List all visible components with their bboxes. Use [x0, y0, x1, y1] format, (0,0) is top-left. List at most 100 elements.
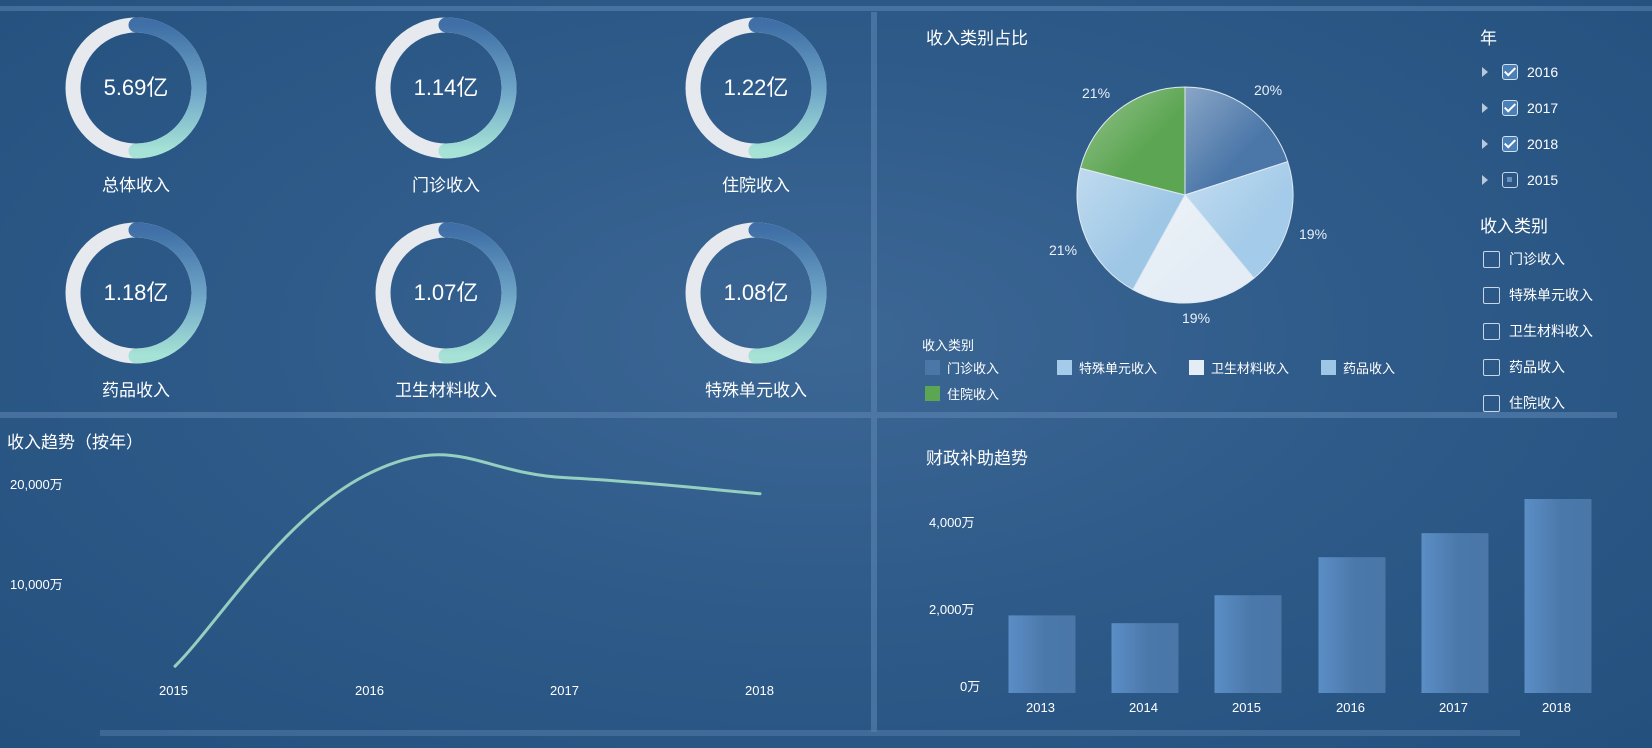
expand-icon[interactable] — [1482, 103, 1488, 113]
legend-swatch — [1321, 360, 1336, 375]
checkbox-icon[interactable] — [1483, 394, 1500, 412]
kpi-total-income: 5.69亿 总体收入 — [36, 16, 236, 206]
horizontal-divider-left — [0, 412, 871, 418]
kpi-ring — [375, 17, 517, 159]
kpi-material-income: 1.07亿 卫生材料收入 — [346, 221, 546, 411]
kpi-label: 门诊收入 — [412, 176, 480, 195]
pie-label-outpatient: 20% — [1254, 82, 1283, 98]
line-y-tick: 20,000万 — [10, 477, 63, 492]
expand-icon[interactable] — [1482, 175, 1488, 185]
legend-item-special[interactable]: 特殊单元收入 — [1057, 358, 1157, 377]
pie-label-inpatient: 21% — [1082, 85, 1111, 101]
kpi-ring — [65, 222, 207, 364]
pie-slice-sheen — [1185, 161, 1293, 279]
category-label: 门诊收入 — [1509, 251, 1565, 267]
kpi-value: 1.14亿 — [413, 75, 479, 100]
bar-x-tick: 2016 — [1336, 700, 1365, 715]
kpi-label: 特殊单元收入 — [705, 381, 807, 400]
line-x-tick: 2015 — [159, 683, 188, 698]
checkbox-partial-icon[interactable] — [1502, 172, 1518, 188]
expand-icon[interactable] — [1482, 139, 1488, 149]
kpi-label: 住院收入 — [722, 176, 790, 195]
legend-swatch — [925, 360, 940, 375]
kpi-label: 药品收入 — [102, 381, 170, 400]
kpi-ring — [375, 222, 517, 364]
year-option-2015[interactable]: 2015 — [1482, 170, 1558, 190]
category-option-material[interactable]: 卫生材料收入 — [1483, 321, 1593, 341]
checkbox-icon[interactable] — [1483, 286, 1500, 304]
bar-2018[interactable] — [1524, 499, 1592, 693]
pie-label-drug: 21% — [1049, 242, 1078, 258]
bar-2016[interactable] — [1318, 557, 1386, 693]
bar-x-tick: 2013 — [1026, 700, 1055, 715]
category-option-drug[interactable]: 药品收入 — [1483, 357, 1565, 377]
legend-item-drug[interactable]: 药品收入 — [1321, 358, 1395, 377]
legend-label: 特殊单元收入 — [1079, 361, 1158, 376]
checkbox-checked-icon[interactable] — [1502, 64, 1518, 80]
line-series-income[interactable] — [173, 453, 762, 668]
category-option-special[interactable]: 特殊单元收入 — [1483, 285, 1593, 305]
pie-label-material: 19% — [1182, 310, 1211, 326]
category-label: 住院收入 — [1509, 395, 1565, 411]
bar-2015[interactable] — [1214, 595, 1282, 693]
top-border — [0, 6, 1652, 11]
pie-slice-sheen — [1076, 168, 1185, 290]
legend-swatch — [925, 386, 940, 401]
line-y-tick: 10,000万 — [10, 577, 63, 592]
legend-label: 卫生材料收入 — [1211, 361, 1290, 376]
line-chart-title: 收入趋势（按年） — [7, 433, 143, 452]
bar-x-tick: 2018 — [1542, 700, 1571, 715]
checkbox-icon[interactable] — [1483, 358, 1500, 376]
year-slicer-title: 年 — [1480, 29, 1497, 48]
kpi-ring — [65, 17, 207, 159]
kpi-drug-income: 1.18亿 药品收入 — [36, 221, 236, 411]
checkbox-checked-icon[interactable] — [1502, 100, 1518, 116]
kpi-label: 卫生材料收入 — [395, 381, 497, 400]
legend-label: 住院收入 — [947, 387, 1000, 402]
kpi-value: 1.07亿 — [413, 280, 479, 305]
category-label: 药品收入 — [1509, 359, 1565, 375]
category-option-inpatient[interactable]: 住院收入 — [1483, 393, 1565, 413]
bar-x-tick: 2014 — [1129, 700, 1158, 715]
pie-slice-sheen — [1132, 195, 1254, 304]
kpi-value: 1.08亿 — [723, 280, 789, 305]
pie-label-special: 19% — [1299, 226, 1328, 242]
kpi-ring — [685, 222, 827, 364]
year-label: 2015 — [1527, 172, 1559, 188]
legend-swatch — [1057, 360, 1072, 375]
kpi-outpatient-income: 1.14亿 门诊收入 — [346, 16, 546, 206]
checkbox-checked-icon[interactable] — [1502, 136, 1518, 152]
checkbox-icon[interactable] — [1483, 250, 1500, 268]
bar-y-tick: 2,000万 — [929, 602, 975, 617]
year-option-2016[interactable]: 2016 — [1482, 62, 1558, 82]
category-slicer-title: 收入类别 — [1480, 217, 1548, 236]
bar-y-tick: 0万 — [960, 679, 981, 694]
pie-slice-sheen — [1185, 87, 1288, 195]
bar-2013[interactable] — [1008, 615, 1076, 693]
line-chart — [173, 453, 762, 668]
pie-chart-title: 收入类别占比 — [926, 29, 1028, 48]
kpi-ring — [685, 17, 827, 159]
expand-icon[interactable] — [1482, 67, 1488, 77]
legend-item-inpatient[interactable]: 住院收入 — [925, 384, 999, 403]
year-option-2017[interactable]: 2017 — [1482, 98, 1558, 118]
category-option-outpatient[interactable]: 门诊收入 — [1483, 249, 1565, 269]
legend-label: 药品收入 — [1343, 361, 1396, 376]
legend-item-outpatient[interactable]: 门诊收入 — [925, 358, 999, 377]
pie-slice-sheen — [1080, 87, 1185, 195]
year-label: 2016 — [1527, 64, 1559, 80]
kpi-special-unit-income: 1.08亿 特殊单元收入 — [656, 221, 856, 411]
bar-x-tick: 2015 — [1232, 700, 1261, 715]
bottom-border — [100, 730, 1520, 736]
kpi-value: 5.69亿 — [103, 75, 169, 100]
kpi-value: 1.18亿 — [103, 280, 169, 305]
kpi-label: 总体收入 — [102, 176, 170, 195]
year-option-2018[interactable]: 2018 — [1482, 134, 1558, 154]
bar-2014[interactable] — [1111, 623, 1179, 693]
legend-item-material[interactable]: 卫生材料收入 — [1189, 358, 1289, 377]
bar-2017[interactable] — [1421, 533, 1489, 693]
horizontal-divider-right — [877, 412, 1617, 418]
checkbox-icon[interactable] — [1483, 322, 1500, 340]
line-x-tick: 2016 — [355, 683, 384, 698]
category-label: 卫生材料收入 — [1509, 323, 1593, 339]
